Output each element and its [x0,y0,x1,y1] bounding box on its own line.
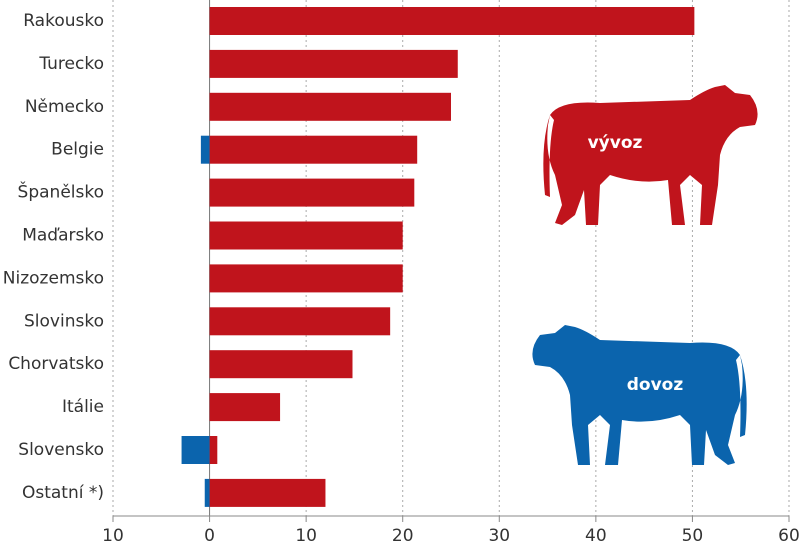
y-tick-label: Rakousko [23,11,104,31]
cow-icon [532,325,747,465]
bar [209,49,458,78]
bar [200,135,210,164]
y-tick-label: Německo [25,97,104,117]
bar [209,135,418,164]
legend-vyvoz: vývoz [543,85,758,225]
bar [181,436,210,464]
bar [209,7,695,35]
y-tick-label: Slovinsko [24,311,104,331]
bar [209,350,353,379]
legend-dovoz: dovoz [532,325,747,465]
x-tick-label: 30 [488,526,510,546]
y-tick-label: Itálie [62,397,104,417]
x-tick-label: 50 [682,526,704,546]
legend-label: vývoz [588,133,643,153]
y-tick-label: Belgie [51,140,104,160]
y-tick-label: Slovensko [18,440,104,460]
bar [209,264,403,293]
x-tick-label: 10 [295,526,317,546]
bar [209,478,326,507]
bar [209,436,218,464]
y-tick-label: Chorvatsko [8,354,104,374]
x-tick-label: 60 [778,526,800,546]
bar [209,178,415,207]
y-tick-label: Nizozemsko [3,268,104,288]
x-tick-label: 0 [204,526,215,546]
bar [209,221,403,250]
y-tick-label: Maďarsko [22,226,104,246]
x-tick-label: 10 [102,526,124,546]
y-tick-label: Španělsko [18,181,104,203]
bar [209,307,391,336]
bar [209,393,281,422]
bar [209,92,451,121]
cow-icon [543,85,758,225]
x-tick-label: 20 [392,526,414,546]
legend-label: dovoz [627,375,684,395]
y-tick-label: Ostatní *) [22,483,104,503]
y-tick-label: Turecko [38,54,104,74]
bar [204,478,210,507]
x-tick-label: 40 [585,526,607,546]
